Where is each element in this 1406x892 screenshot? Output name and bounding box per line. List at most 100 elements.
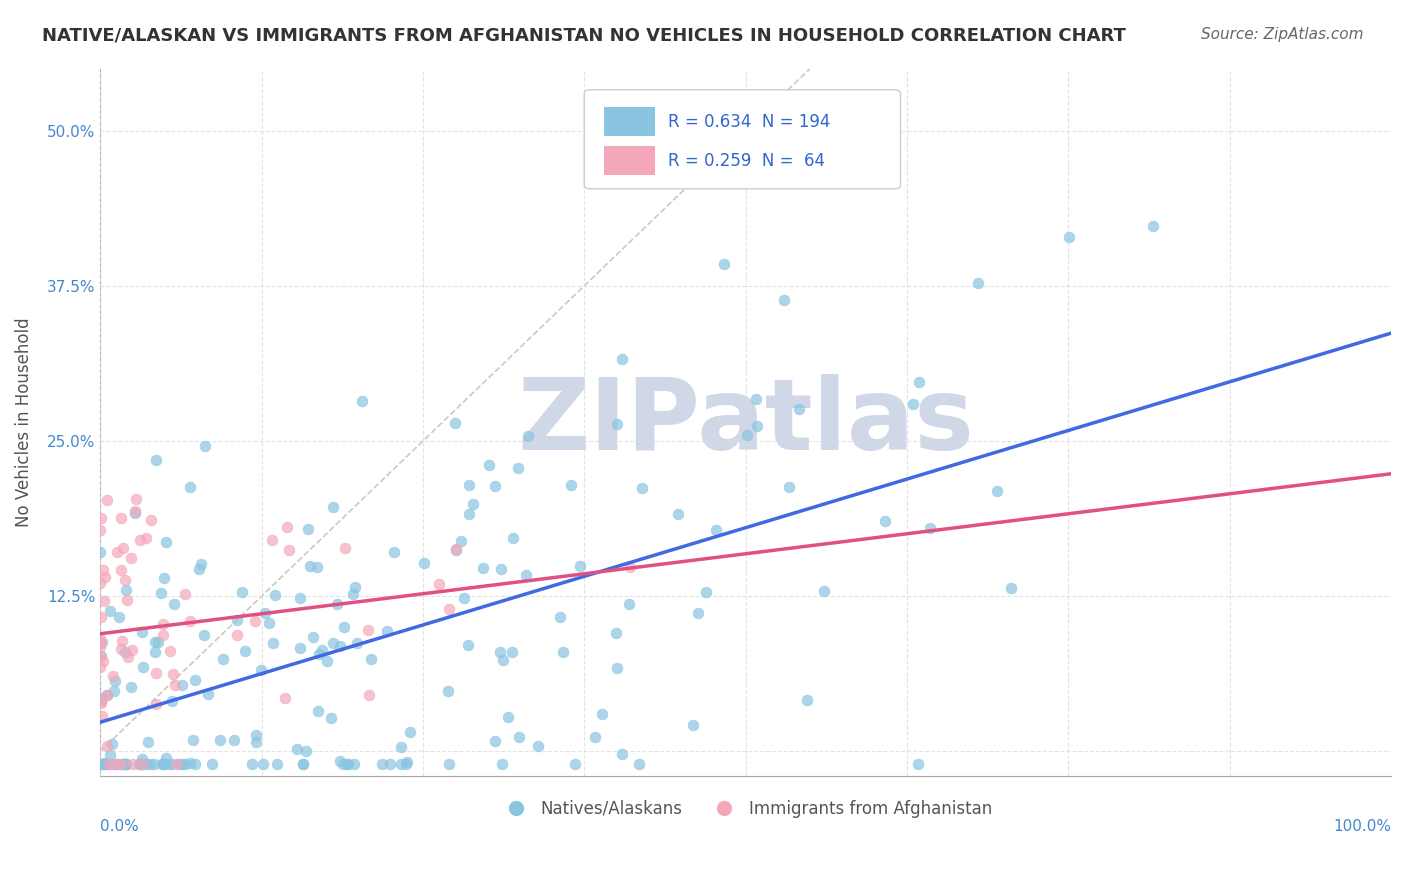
- Natives/Alaskans: [489, 562, 512, 576]
- Immigrants from Afghanistan: [174, 587, 197, 601]
- Natives/Alaskans: [287, 741, 309, 756]
- Natives/Alaskans: [103, 683, 125, 698]
- Natives/Alaskans: [114, 756, 136, 771]
- Natives/Alaskans: [89, 544, 111, 558]
- Natives/Alaskans: [167, 756, 190, 771]
- Natives/Alaskans: [398, 724, 420, 739]
- Natives/Alaskans: [322, 636, 344, 650]
- Immigrants from Afghanistan: [105, 545, 128, 559]
- Natives/Alaskans: [131, 756, 153, 771]
- Natives/Alaskans: [517, 428, 540, 442]
- Immigrants from Afghanistan: [89, 648, 111, 663]
- Natives/Alaskans: [382, 545, 405, 559]
- Natives/Alaskans: [967, 277, 990, 291]
- Natives/Alaskans: [343, 756, 366, 771]
- Natives/Alaskans: [508, 730, 530, 744]
- Natives/Alaskans: [103, 756, 125, 771]
- Natives/Alaskans: [371, 756, 394, 771]
- Immigrants from Afghanistan: [357, 624, 380, 638]
- Natives/Alaskans: [307, 560, 329, 574]
- Natives/Alaskans: [329, 639, 352, 653]
- Natives/Alaskans: [131, 625, 153, 640]
- Natives/Alaskans: [96, 756, 118, 771]
- Natives/Alaskans: [112, 756, 135, 771]
- Natives/Alaskans: [153, 570, 176, 584]
- Natives/Alaskans: [136, 735, 159, 749]
- Natives/Alaskans: [1000, 581, 1022, 595]
- Natives/Alaskans: [139, 756, 162, 771]
- Immigrants from Afghanistan: [93, 594, 115, 608]
- Natives/Alaskans: [360, 651, 382, 665]
- Immigrants from Afghanistan: [128, 533, 150, 547]
- Natives/Alaskans: [135, 756, 157, 771]
- Natives/Alaskans: [295, 744, 318, 758]
- Natives/Alaskans: [389, 740, 412, 755]
- Natives/Alaskans: [163, 597, 186, 611]
- Natives/Alaskans: [288, 641, 311, 656]
- Immigrants from Afghanistan: [333, 541, 356, 556]
- Natives/Alaskans: [254, 606, 277, 620]
- Natives/Alaskans: [264, 588, 287, 602]
- Immigrants from Afghanistan: [91, 563, 114, 577]
- Natives/Alaskans: [375, 624, 398, 639]
- Natives/Alaskans: [91, 691, 114, 706]
- Natives/Alaskans: [179, 480, 201, 494]
- Immigrants from Afghanistan: [103, 669, 125, 683]
- Natives/Alaskans: [155, 751, 177, 765]
- Immigrants from Afghanistan: [90, 709, 112, 723]
- Immigrants from Afghanistan: [89, 659, 111, 673]
- Natives/Alaskans: [986, 484, 1008, 499]
- Natives/Alaskans: [527, 739, 550, 754]
- Natives/Alaskans: [484, 479, 506, 493]
- Immigrants from Afghanistan: [110, 642, 132, 657]
- Natives/Alaskans: [98, 604, 121, 618]
- Natives/Alaskans: [491, 756, 513, 771]
- Natives/Alaskans: [96, 689, 118, 703]
- Natives/Alaskans: [395, 755, 418, 769]
- Natives/Alaskans: [778, 480, 800, 494]
- Natives/Alaskans: [114, 645, 136, 659]
- FancyBboxPatch shape: [603, 107, 655, 136]
- Natives/Alaskans: [93, 756, 115, 771]
- Natives/Alaskans: [471, 560, 494, 574]
- Natives/Alaskans: [193, 628, 215, 642]
- Natives/Alaskans: [332, 756, 354, 771]
- Natives/Alaskans: [630, 482, 652, 496]
- Natives/Alaskans: [174, 756, 197, 771]
- Natives/Alaskans: [378, 756, 401, 771]
- Natives/Alaskans: [322, 500, 344, 515]
- Natives/Alaskans: [201, 756, 224, 771]
- Natives/Alaskans: [91, 634, 114, 648]
- Natives/Alaskans: [160, 694, 183, 708]
- Natives/Alaskans: [789, 402, 811, 417]
- Natives/Alaskans: [908, 375, 931, 389]
- Natives/Alaskans: [437, 756, 460, 771]
- Natives/Alaskans: [128, 756, 150, 771]
- Natives/Alaskans: [90, 692, 112, 706]
- Natives/Alaskans: [245, 735, 267, 749]
- Natives/Alaskans: [150, 756, 173, 771]
- Natives/Alaskans: [394, 756, 416, 771]
- Immigrants from Afghanistan: [89, 632, 111, 647]
- Natives/Alaskans: [124, 506, 146, 520]
- Natives/Alaskans: [111, 756, 134, 771]
- Natives/Alaskans: [211, 652, 233, 666]
- Natives/Alaskans: [142, 756, 165, 771]
- Immigrants from Afghanistan: [152, 628, 174, 642]
- Natives/Alaskans: [153, 756, 176, 771]
- Natives/Alaskans: [444, 416, 467, 430]
- Natives/Alaskans: [695, 584, 717, 599]
- Immigrants from Afghanistan: [139, 513, 162, 527]
- Natives/Alaskans: [492, 653, 515, 667]
- Immigrants from Afghanistan: [163, 678, 186, 692]
- Natives/Alaskans: [450, 533, 472, 548]
- Natives/Alaskans: [813, 584, 835, 599]
- Natives/Alaskans: [437, 684, 460, 698]
- Natives/Alaskans: [249, 663, 271, 677]
- Natives/Alaskans: [583, 731, 606, 745]
- Natives/Alaskans: [873, 514, 896, 528]
- Natives/Alaskans: [114, 756, 136, 771]
- Immigrants from Afghanistan: [94, 570, 117, 584]
- Text: 100.0%: 100.0%: [1333, 819, 1391, 834]
- Natives/Alaskans: [735, 427, 758, 442]
